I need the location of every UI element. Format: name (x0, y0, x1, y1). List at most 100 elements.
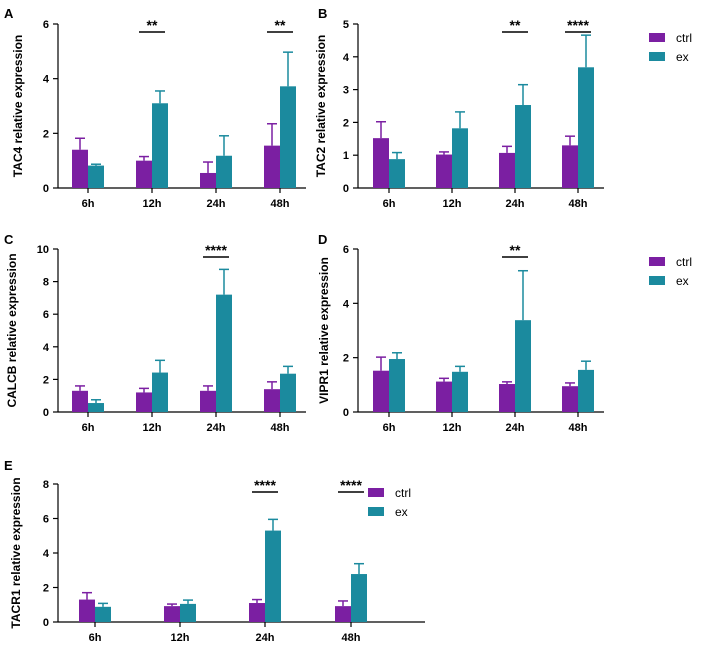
bar-ctrl-24h (499, 152, 515, 188)
bar-ex-24h (216, 155, 232, 188)
bar-ex-6h (389, 359, 405, 412)
legend-swatch-ctrl (649, 33, 665, 42)
bar-ctrl-24h (499, 384, 515, 412)
x-tick-label: 48h (342, 632, 361, 644)
bar-ex-48h (280, 86, 296, 188)
y-tick-label: 4 (43, 548, 50, 560)
panel-letter: A (4, 6, 14, 21)
y-tick-label: 4 (43, 342, 50, 354)
x-tick-label: 12h (143, 422, 162, 434)
x-tick-label: 6h (82, 198, 95, 210)
y-tick-label: 0 (43, 617, 49, 629)
significance-label: ** (510, 17, 521, 33)
bar-ex-12h (452, 128, 468, 188)
bar-ex-48h (280, 373, 296, 412)
y-tick-label: 6 (43, 514, 49, 526)
bar-ex-48h (578, 67, 594, 188)
x-tick-label: 6h (383, 198, 396, 210)
x-tick-label: 6h (89, 632, 102, 644)
x-tick-label: 6h (82, 422, 95, 434)
legend-label-ctrl: ctrl (676, 31, 692, 45)
panel-letter: D (318, 232, 327, 247)
bar-ex-48h (578, 369, 594, 412)
bar-ctrl-12h (164, 606, 180, 622)
y-tick-label: 2 (43, 583, 49, 595)
bar-ctrl-12h (436, 154, 452, 188)
y-tick-label: 1 (343, 150, 349, 162)
x-tick-label: 48h (271, 422, 290, 434)
x-tick-label: 24h (207, 198, 226, 210)
bar-ex-24h (515, 105, 531, 188)
x-tick-label: 12h (443, 422, 462, 434)
panel-B: B TAC2 relative expression 0 1 2 3 4 5 6h 12h 24h 4… (314, 6, 604, 210)
legend-swatch-ex (368, 507, 384, 516)
significance-label: ** (275, 17, 286, 33)
x-tick-label: 48h (569, 198, 588, 210)
bar-ex-6h (95, 606, 111, 622)
panel-D: D VIPR1 relative expression 0 2 4 6 6h 12h 24h 48… (317, 232, 604, 434)
legend-label-ex: ex (676, 274, 689, 288)
legend-swatch-ex (649, 276, 665, 285)
x-tick-label: 6h (383, 422, 396, 434)
bar-ctrl-48h (264, 145, 280, 188)
y-tick-label: 2 (43, 374, 49, 386)
y-axis-label: TAC2 relative expression (314, 35, 328, 178)
bar-ex-24h (265, 530, 281, 622)
y-axis-label: VIPR1 relative expression (317, 257, 331, 404)
x-tick-label: 24h (506, 198, 525, 210)
bar-ctrl-48h (335, 606, 351, 622)
y-tick-label: 4 (43, 74, 50, 86)
y-tick-label: 3 (343, 85, 349, 97)
y-tick-label: 0 (43, 407, 49, 419)
legend-label-ex: ex (676, 50, 689, 64)
y-tick-label: 2 (343, 353, 349, 365)
bar-ctrl-12h (136, 392, 152, 412)
bar-ctrl-48h (562, 145, 578, 188)
y-tick-label: 6 (343, 244, 349, 256)
legend-swatch-ex (649, 52, 665, 61)
x-tick-label: 12h (171, 632, 190, 644)
bar-ctrl-24h (249, 603, 265, 622)
y-tick-label: 2 (343, 117, 349, 129)
significance-label: **** (254, 477, 276, 493)
bar-ex-24h (515, 320, 531, 412)
x-tick-label: 12h (443, 198, 462, 210)
x-tick-label: 48h (271, 198, 290, 210)
bar-ctrl-6h (373, 370, 389, 412)
bar-ex-6h (88, 403, 104, 412)
bar-ctrl-6h (72, 390, 88, 412)
bar-ex-24h (216, 294, 232, 412)
panel-C: C CALCB relative expression 0 2 4 6 8 10 6h 12h 24… (4, 232, 306, 434)
y-tick-label: 4 (343, 52, 350, 64)
bar-ctrl-12h (136, 160, 152, 188)
panel-letter: C (4, 232, 14, 247)
x-tick-label: 48h (569, 422, 588, 434)
x-tick-label: 12h (143, 198, 162, 210)
y-tick-label: 10 (37, 244, 49, 256)
y-tick-label: 2 (43, 128, 49, 140)
bar-ctrl-6h (72, 149, 88, 188)
y-tick-label: 0 (43, 183, 49, 195)
bar-ctrl-48h (264, 389, 280, 412)
y-tick-label: 6 (43, 309, 49, 321)
bar-ex-12h (152, 103, 168, 188)
legend-1: ctrl ex (649, 31, 692, 64)
y-axis-label: TAC4 relative expression (11, 35, 25, 178)
legend-label-ctrl: ctrl (676, 255, 692, 269)
significance-label: **** (340, 477, 362, 493)
significance-label: **** (567, 17, 589, 33)
legend-label-ex: ex (395, 505, 408, 519)
legend-3: ctrl ex (368, 486, 411, 519)
panel-letter: B (318, 6, 327, 21)
significance-label: ** (510, 242, 521, 258)
bar-ex-6h (88, 165, 104, 188)
panel-E: E TACR1 relative expression 0 2 4 6 8 6h 12h 24h 4… (4, 458, 425, 644)
y-tick-label: 6 (43, 19, 49, 31)
bar-ctrl-24h (200, 390, 216, 412)
y-tick-label: 4 (343, 298, 350, 310)
bar-ctrl-6h (373, 138, 389, 188)
bar-ex-6h (389, 159, 405, 188)
bar-ex-12h (452, 371, 468, 412)
y-axis-label: CALCB relative expression (5, 253, 19, 407)
